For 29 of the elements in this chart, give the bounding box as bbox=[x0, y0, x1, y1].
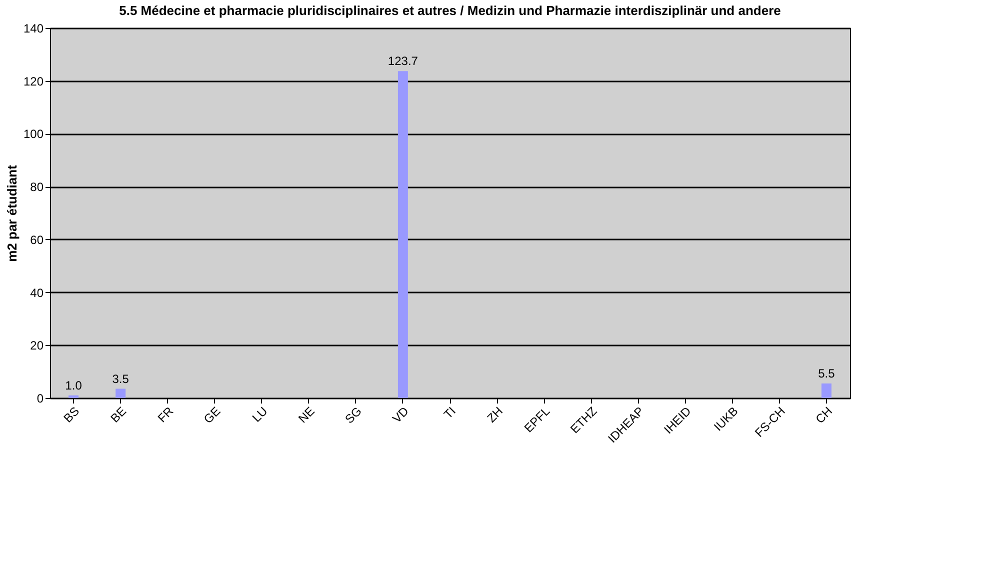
x-tick-label: GE bbox=[201, 404, 224, 426]
y-tick-label: 60 bbox=[30, 232, 44, 247]
y-tick-label: 140 bbox=[23, 22, 44, 36]
y-tick-label: 120 bbox=[23, 74, 44, 88]
x-tick-label: BS bbox=[60, 404, 82, 426]
y-tick-label: 100 bbox=[23, 127, 44, 142]
bar bbox=[821, 383, 832, 398]
y-tick-label: 0 bbox=[36, 392, 44, 406]
y-axis-title: m2 par étudiant bbox=[4, 164, 20, 262]
x-tick-label: ZH bbox=[484, 404, 506, 426]
x-tick-label: FR bbox=[154, 404, 176, 426]
x-tick-label: SG bbox=[342, 404, 364, 426]
y-tick-label: 80 bbox=[30, 180, 44, 194]
data-label: 123.7 bbox=[388, 54, 418, 68]
data-label: 1.0 bbox=[65, 378, 82, 392]
x-tick-label: LU bbox=[250, 404, 270, 425]
bar bbox=[398, 71, 408, 398]
data-label: 5.5 bbox=[818, 366, 836, 380]
bar bbox=[68, 395, 79, 398]
x-tick-label: BE bbox=[108, 404, 130, 426]
x-tick-label: CH bbox=[812, 404, 835, 426]
x-tick-label: NE bbox=[296, 404, 318, 426]
chart-title: 5.5 Médecine et pharmacie pluridisciplinaires et autres / Medizin und Pharmazie interdisziplinär und andere bbox=[119, 3, 781, 18]
data-label: 3.5 bbox=[112, 372, 130, 386]
x-tick-label: VD bbox=[390, 404, 412, 426]
y-tick-label: 40 bbox=[30, 286, 44, 300]
y-tick-label: 20 bbox=[30, 338, 44, 353]
bar bbox=[116, 388, 126, 398]
x-tick-label: TI bbox=[441, 404, 458, 422]
